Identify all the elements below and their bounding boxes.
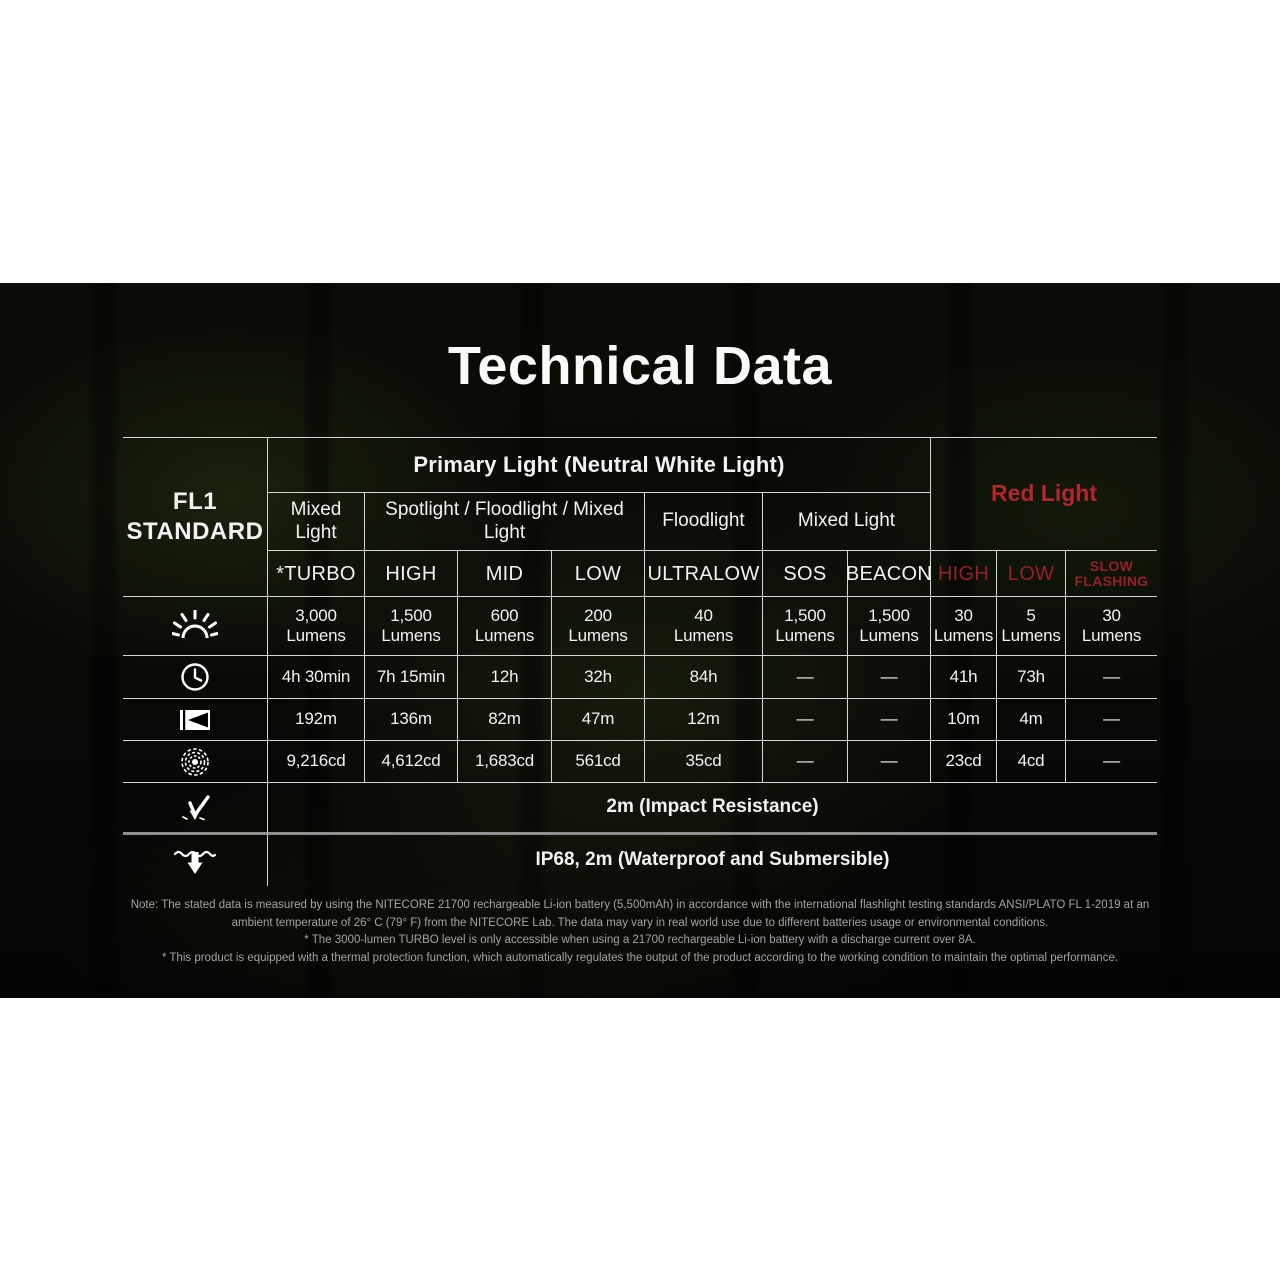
distance-cell: —	[848, 699, 931, 741]
impact-resistance-icon	[123, 783, 268, 835]
lumens-unit: Lumens	[775, 626, 835, 645]
runtime-cell: 73h	[997, 656, 1066, 699]
lumens-cell: 600 Lumens	[458, 597, 552, 656]
mode-header-ultralow: ULTRALOW	[645, 551, 763, 597]
lumens-cell: 1,500 Lumens	[365, 597, 458, 656]
lumens-value: 3,000	[295, 605, 337, 625]
footnote-line: ambient temperature of 26° C (79° F) fro…	[231, 916, 1049, 929]
lumens-value: 40	[694, 605, 713, 625]
beam-distance-icon	[123, 699, 268, 741]
intensity-cell: 4,612cd	[365, 741, 458, 783]
runtime-cell: 4h 30min	[268, 656, 365, 699]
fl1-line1: FL1	[172, 488, 218, 515]
lumens-value: 600	[490, 605, 519, 625]
background-photo: Technical Data FL1 STANDARD Primary Ligh…	[0, 283, 1280, 998]
lumens-value: 30	[1102, 605, 1121, 625]
red-light-header: Red Light	[931, 437, 1157, 551]
fl1-line2: STANDARD	[126, 518, 264, 545]
distance-cell: 192m	[268, 699, 365, 741]
mode-header-red-high: HIGH	[931, 551, 997, 597]
lumens-unit: Lumens	[286, 626, 346, 645]
mode-header-red-slow-flashing: SLOW FLASHING	[1066, 551, 1157, 597]
runtime-cell: —	[1066, 656, 1157, 699]
page-title: Technical Data	[447, 336, 833, 396]
lumens-cell: 30 Lumens	[1066, 597, 1157, 656]
intensity-cell: 1,683cd	[458, 741, 552, 783]
lumens-cell: 40 Lumens	[645, 597, 763, 656]
runtime-cell: 84h	[645, 656, 763, 699]
runtime-cell: —	[763, 656, 848, 699]
mode-header-high: HIGH	[365, 551, 458, 597]
intensity-cell: 561cd	[552, 741, 645, 783]
waterproof-icon	[123, 835, 268, 886]
lumens-value: 5	[1026, 605, 1036, 625]
waterproof-cell: IP68, 2m (Waterproof and Submersible)	[535, 849, 890, 871]
mode-header-beacon: BEACON	[846, 551, 932, 597]
subgroup-spotlight-floodlight-mixed: Spotlight / Floodlight / Mixed Light	[365, 493, 645, 551]
lumens-value: 1,500	[390, 605, 432, 625]
mode-header-mid: MID	[458, 551, 552, 597]
distance-cell: 136m	[365, 699, 458, 741]
distance-cell: —	[763, 699, 848, 741]
lumens-value: 200	[584, 605, 612, 625]
lumens-cell: 1,500 Lumens	[763, 597, 848, 656]
beam-intensity-icon	[123, 741, 268, 783]
distance-cell: 82m	[458, 699, 552, 741]
intensity-cell: 35cd	[645, 741, 763, 783]
distance-cell: 47m	[552, 699, 645, 741]
lumens-unit: Lumens	[933, 626, 994, 645]
mode-header-red-low: LOW	[997, 551, 1066, 597]
mode-header-low: LOW	[552, 551, 645, 597]
lumens-unit: Lumens	[381, 626, 441, 645]
lumens-unit: Lumens	[673, 626, 734, 645]
subgroup-floodlight: Floodlight	[645, 493, 763, 551]
runtime-icon	[123, 656, 268, 699]
distance-cell: 12m	[645, 699, 763, 741]
runtime-cell: 12h	[458, 656, 552, 699]
subgroup-mixed-light-1: Mixed Light	[268, 493, 365, 551]
impact-resistance-cell: 2m (Impact Resistance)	[268, 783, 1157, 835]
distance-cell: 10m	[931, 699, 997, 741]
footnote-line: Note: The stated data is measured by usi…	[130, 899, 1150, 911]
primary-light-header: Primary Light (Neutral White Light)	[268, 437, 931, 493]
intensity-cell: —	[1066, 741, 1157, 783]
runtime-cell: 7h 15min	[365, 656, 458, 699]
fl1-standard-label: FL1 STANDARD	[123, 437, 268, 597]
distance-cell: 4m	[997, 699, 1066, 741]
lumens-value: 1,500	[784, 605, 826, 625]
runtime-cell: 32h	[552, 656, 645, 699]
technical-data-table: FL1 STANDARD Primary Light (Neutral Whit…	[123, 437, 1157, 886]
lumens-value: 30	[954, 605, 973, 625]
subgroup-mixed-light-2: Mixed Light	[763, 493, 931, 551]
runtime-cell: —	[848, 656, 931, 699]
intensity-cell: 23cd	[931, 741, 997, 783]
intensity-cell: —	[848, 741, 931, 783]
intensity-cell: 9,216cd	[268, 741, 365, 783]
lumens-cell: 3,000 Lumens	[268, 597, 365, 656]
lumens-unit: Lumens	[859, 626, 919, 645]
footnote-line: * This product is equipped with a therma…	[161, 951, 1119, 964]
lumens-unit: Lumens	[568, 626, 628, 645]
distance-cell: —	[1066, 699, 1157, 741]
footnote-line: * The 3000-lumen TURBO level is only acc…	[304, 934, 976, 946]
lumens-cell: 5 Lumens	[997, 597, 1066, 656]
lumens-cell: 30 Lumens	[931, 597, 997, 656]
runtime-cell: 41h	[931, 656, 997, 699]
lumens-cell: 200 Lumens	[552, 597, 645, 656]
mode-header-sos: SOS	[763, 551, 848, 597]
footnotes: Note: The stated data is measured by usi…	[0, 897, 1280, 967]
lumens-cell: 1,500 Lumens	[848, 597, 931, 656]
intensity-cell: —	[763, 741, 848, 783]
lumens-value: 1,500	[868, 605, 910, 625]
mode-header-turbo: *TURBO	[268, 551, 365, 597]
lumens-unit: Lumens	[1001, 626, 1061, 645]
intensity-cell: 4cd	[997, 741, 1066, 783]
brightness-icon	[123, 597, 268, 656]
lumens-unit: Lumens	[474, 626, 535, 645]
lumens-unit: Lumens	[1081, 626, 1142, 645]
